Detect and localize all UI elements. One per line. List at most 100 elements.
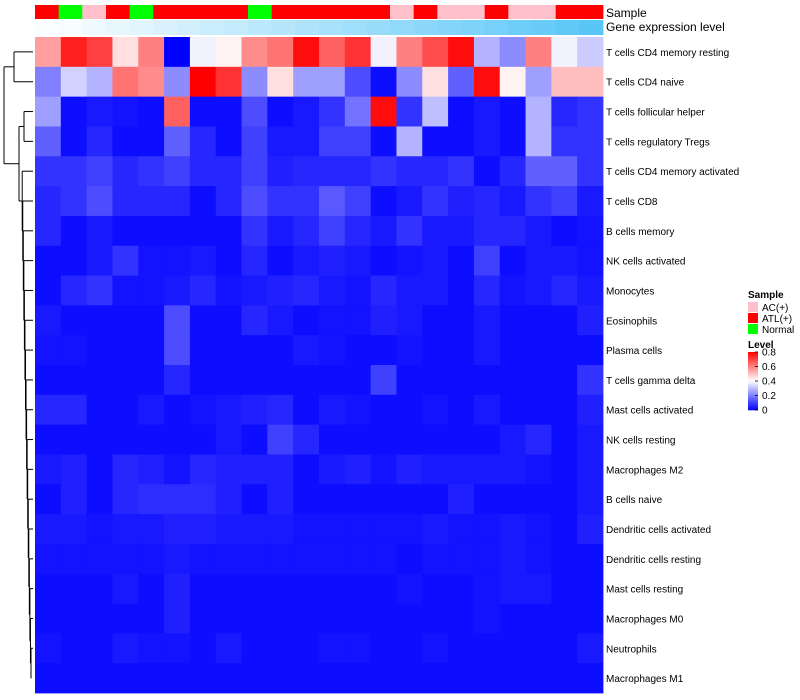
heatmap-cell — [293, 573, 320, 604]
row-label: Plasma cells — [606, 346, 662, 357]
sample-annotation-cell — [58, 5, 83, 19]
heatmap-cell — [473, 245, 501, 276]
heatmap-cell — [396, 96, 423, 127]
heatmap-cell — [525, 275, 552, 306]
heatmap-cell — [370, 514, 397, 545]
heatmap-cell — [138, 543, 165, 575]
heatmap-cell — [293, 394, 320, 426]
heatmap-cell — [35, 514, 62, 545]
row-label: Dendritic cells resting — [606, 555, 701, 566]
heatmap-cell — [525, 484, 552, 515]
heatmap-cell — [551, 335, 578, 366]
heatmap-cell — [499, 96, 526, 127]
heatmap-cell — [370, 275, 397, 306]
heatmap-cell — [241, 514, 268, 545]
heatmap-cell — [370, 663, 397, 694]
heatmap-cell — [525, 424, 552, 455]
heatmap-cell — [499, 484, 526, 515]
gene-expression-cell — [461, 20, 486, 35]
heatmap-cell — [577, 215, 604, 247]
sample-annotation-cell — [177, 5, 202, 19]
heatmap-cell — [448, 275, 475, 306]
heatmap-cell — [319, 126, 346, 157]
heatmap-cell — [473, 215, 501, 247]
heatmap-cell — [164, 365, 191, 396]
heatmap-cell — [473, 37, 501, 68]
heatmap-cell — [422, 663, 449, 694]
heatmap-cell — [86, 305, 113, 336]
level-legend-gradient — [748, 407, 758, 409]
heatmap-cell — [525, 245, 552, 276]
heatmap-cell — [241, 156, 268, 187]
heatmap-cell — [577, 96, 604, 127]
heatmap-cell — [86, 424, 113, 455]
heatmap-cell — [370, 305, 397, 336]
level-legend-gradient — [748, 354, 758, 357]
heatmap-cell — [473, 454, 501, 485]
heatmap-cell — [473, 96, 501, 127]
heatmap-cell — [267, 245, 294, 276]
heatmap-cell — [86, 514, 113, 545]
heatmap-cell — [241, 454, 268, 485]
heatmap-cell — [525, 514, 552, 545]
heatmap-cell — [86, 215, 113, 247]
heatmap-cell — [344, 126, 372, 157]
heatmap-cell — [344, 454, 372, 485]
heatmap-cell — [215, 573, 242, 604]
heatmap-cell — [215, 96, 242, 127]
heatmap-cell — [215, 633, 242, 664]
heatmap-cell — [241, 245, 268, 276]
row-label: Mast cells resting — [606, 585, 683, 596]
heatmap-cell — [319, 603, 346, 634]
heatmap-cell — [86, 394, 113, 426]
heatmap-cell — [35, 66, 62, 98]
heatmap-cell — [577, 37, 604, 68]
gene-expression-cell — [177, 20, 202, 35]
level-legend-gradient — [748, 375, 758, 377]
sample-annotation-cell — [390, 5, 415, 19]
heatmap-cell — [422, 573, 449, 604]
heatmap-cell — [448, 663, 475, 694]
heatmap-cell — [241, 96, 268, 127]
heatmap-cell — [577, 603, 604, 634]
heatmap-cell — [577, 365, 604, 396]
heatmap-cell — [422, 603, 449, 634]
heatmap-cell — [35, 365, 62, 396]
gene-expression-cell — [58, 20, 83, 35]
level-legend-gradient — [748, 367, 758, 370]
sample-annotation-cell — [295, 5, 320, 19]
sample-annotation-bar — [35, 5, 604, 19]
heatmap-cell — [577, 454, 604, 485]
heatmap-cell — [293, 156, 320, 187]
heatmap-cell — [189, 66, 217, 98]
heatmap-cell — [293, 484, 320, 515]
heatmap-cell — [164, 424, 191, 455]
heatmap-cell — [344, 37, 372, 68]
heatmap-cell — [551, 186, 578, 217]
row-dendrogram — [3, 51, 33, 679]
heatmap-cell — [112, 66, 139, 98]
heatmap-cell — [473, 514, 501, 545]
heatmap-cell — [370, 484, 397, 515]
heatmap-cell — [86, 484, 113, 515]
gene-expression-cell — [153, 20, 178, 35]
heatmap-cell — [215, 275, 242, 306]
heatmap-cell — [422, 186, 449, 217]
heatmap-cell — [35, 96, 62, 127]
heatmap-cell — [370, 156, 397, 187]
heatmap-cell — [396, 335, 423, 366]
gene-expression-cell — [82, 20, 107, 35]
heatmap-cell — [344, 484, 372, 515]
heatmap-cell — [189, 543, 217, 575]
heatmap-cell — [138, 305, 165, 336]
heatmap-cell — [293, 66, 320, 98]
sample-legend-swatch — [748, 313, 758, 323]
heatmap-cell — [473, 335, 501, 366]
heatmap-cell — [344, 96, 372, 127]
gene-expression-cell — [508, 20, 533, 35]
sample-annotation-cell — [437, 5, 462, 19]
heatmap-cell — [396, 215, 423, 247]
heatmap-cell — [577, 275, 604, 306]
row-label: Macrophages M0 — [606, 614, 684, 625]
heatmap-cell — [551, 663, 578, 694]
